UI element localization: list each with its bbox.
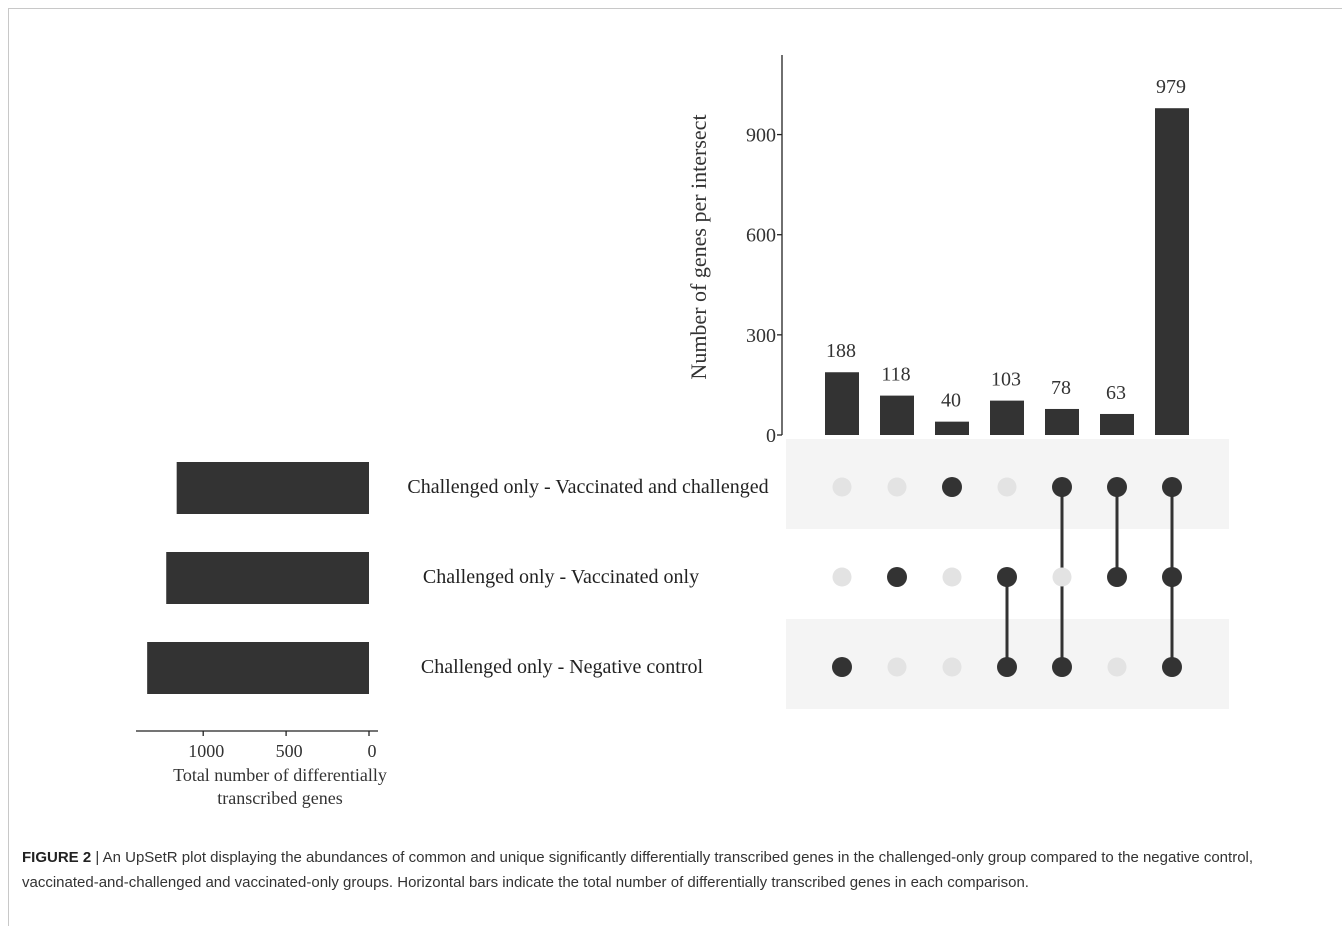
set-size-axis: Total number of differentially transcrib… (136, 730, 387, 808)
intersect-bar (935, 421, 969, 435)
matrix-dot-active (887, 567, 907, 587)
matrix-dot-inactive (997, 477, 1017, 497)
set-name-label: Challenged only - Vaccinated and challen… (407, 476, 768, 498)
matrix-dot-active (942, 477, 962, 497)
upset-chart: Number of genes per intersect 0 300 600 900… (136, 55, 1229, 808)
matrix-dot-active (832, 657, 852, 677)
matrix-dot-inactive (832, 567, 852, 587)
matrix-dot-active (1162, 567, 1182, 587)
figure-label: FIGURE 2 (22, 849, 92, 866)
matrix-dot-inactive (942, 657, 962, 677)
figure-frame (8, 8, 1342, 926)
matrix-dot-active (997, 657, 1017, 677)
set-size-bar (147, 642, 369, 694)
intersect-bar-label: 118 (881, 364, 910, 386)
matrix-dot-active (1107, 567, 1127, 587)
set-size-tick-label: 0 (368, 741, 377, 761)
matrix-dot-active (1162, 657, 1182, 677)
matrix-dot-active (1052, 657, 1072, 677)
set-size-bar (166, 552, 369, 604)
matrix-dot-inactive (1052, 567, 1072, 587)
intersect-bar-label: 188 (826, 340, 856, 362)
intersect-bar (1045, 408, 1079, 435)
set-name-label: Challenged only - Negative control (421, 656, 704, 678)
intersect-bar-label: 40 (941, 390, 961, 412)
set-size-axis-label-line1: Total number of differentially (173, 765, 387, 785)
matrix-dot-inactive (887, 477, 907, 497)
intersection-matrix (832, 477, 1182, 677)
y-tick-label: 600 (746, 225, 776, 247)
figure-caption: FIGURE 2 | An UpSetR plot displaying the… (22, 845, 1327, 895)
intersect-bar (1100, 413, 1134, 435)
y-tick-label: 0 (766, 425, 776, 447)
set-size-bars (147, 462, 369, 694)
matrix-dot-inactive (887, 657, 907, 677)
set-names: Challenged only - Vaccinated and challen… (407, 476, 768, 678)
intersect-bar-label: 103 (991, 369, 1021, 391)
intersect-bar-label: 63 (1106, 382, 1126, 404)
set-size-bar (176, 462, 369, 514)
intersect-bar (825, 372, 859, 435)
matrix-dot-inactive (942, 567, 962, 587)
caption-separator: | (91, 849, 103, 866)
y-tick-label: 300 (746, 325, 776, 347)
matrix-dot-active (1052, 477, 1072, 497)
set-size-tick-label: 500 (276, 741, 303, 761)
matrix-dot-inactive (1107, 657, 1127, 677)
intersect-bars: 188 118 40 103 78 63 979 (825, 76, 1189, 435)
intersect-bar (1155, 108, 1189, 435)
caption-text: An UpSetR plot displaying the abundances… (22, 849, 1254, 891)
matrix-dot-active (997, 567, 1017, 587)
y-tick-label: 900 (746, 125, 776, 147)
matrix-dot-active (1162, 477, 1182, 497)
intersect-bar (880, 395, 914, 435)
intersect-bar-label: 78 (1051, 377, 1071, 399)
matrix-dot-active (1107, 477, 1127, 497)
intersect-bar (990, 400, 1024, 435)
matrix-dot-inactive (832, 477, 852, 497)
y-axis-label: Number of genes per intersect (686, 114, 711, 379)
set-size-tick-label: 1000 (188, 741, 224, 761)
set-size-axis-label-line2: transcribed genes (217, 788, 342, 808)
intersect-y-axis: Number of genes per intersect 0 300 600 900 (686, 55, 783, 447)
set-name-label: Challenged only - Vaccinated only (423, 566, 699, 588)
intersect-bar-label: 979 (1156, 76, 1186, 98)
